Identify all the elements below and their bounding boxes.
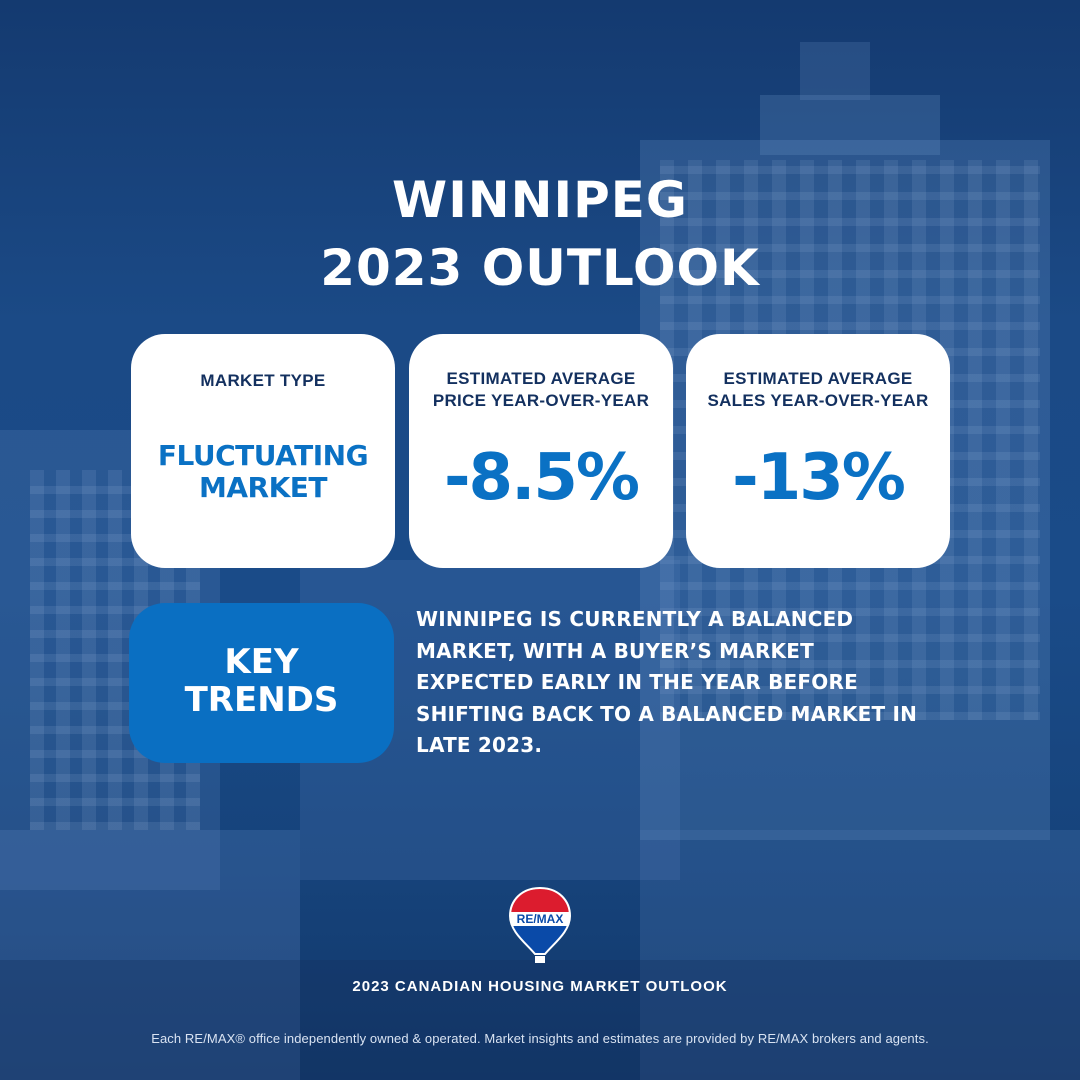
market-type-value: FLUCTUATING MARKET <box>157 439 369 504</box>
sales-change-label: ESTIMATED AVERAGE SALES YEAR-OVER-YEAR <box>707 369 929 410</box>
price-change-value: -8.5% <box>443 441 640 515</box>
disclaimer-text: Each RE/MAX® office independently owned … <box>151 1031 929 1046</box>
key-trends-label: KEY TRENDS <box>184 642 339 720</box>
page-title-outlook: 2023 OUTLOOK <box>320 239 760 297</box>
sales-change-value: -13% <box>732 441 906 515</box>
logo-wordmark: RE/MAX <box>517 912 564 926</box>
price-change-label: ESTIMATED AVERAGE PRICE YEAR-OVER-YEAR <box>432 369 650 410</box>
background-antenna <box>800 42 870 100</box>
footer-title: 2023 CANADIAN HOUSING MARKET OUTLOOK <box>352 978 728 995</box>
background-roof-right <box>640 830 1080 1080</box>
key-trends-text: WINNIPEG IS CURRENTLY A BALANCED MARKET,… <box>416 607 918 757</box>
price-change-card: ESTIMATED AVERAGE PRICE YEAR-OVER-YEAR -… <box>409 334 673 568</box>
background-ground <box>0 960 1080 1080</box>
page-title-city: WINNIPEG <box>392 171 688 229</box>
background-roof-left <box>0 830 300 1080</box>
market-type-label: MARKET TYPE <box>200 371 326 390</box>
key-trends-badge: KEY TRENDS <box>129 603 394 763</box>
sales-change-card: ESTIMATED AVERAGE SALES YEAR-OVER-YEAR -… <box>686 334 950 568</box>
hot-air-balloon-icon: RE/MAX <box>508 886 572 963</box>
background-tower-top <box>760 95 940 155</box>
market-type-card: MARKET TYPE FLUCTUATING MARKET <box>131 334 395 568</box>
